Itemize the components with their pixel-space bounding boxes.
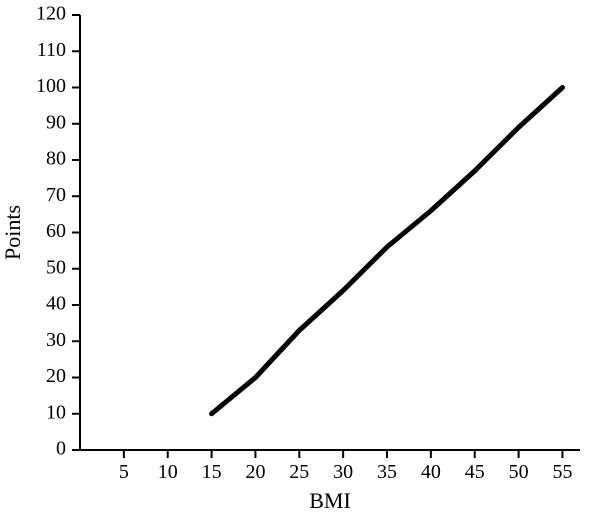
bmi-points-chart: 0 10 20 30 40 50 60 70 80 90 100 110 120 5 10 15 20 25 30 3…	[0, 0, 596, 528]
y-axis-title: Points	[0, 205, 25, 260]
x-tick-label: 5	[119, 461, 129, 483]
x-tick-label: 55	[552, 461, 572, 483]
y-tick-label: 60	[46, 220, 66, 242]
y-tick-label: 90	[46, 111, 66, 133]
x-tick-label: 10	[158, 461, 178, 483]
x-tick-label: 35	[377, 461, 397, 483]
x-tick-label: 50	[509, 461, 529, 483]
x-tick-label: 15	[202, 461, 222, 483]
y-tick-label: 100	[36, 75, 66, 97]
y-tick-label: 10	[46, 401, 66, 423]
y-tick-label: 0	[56, 438, 66, 460]
x-axis-title: BMI	[309, 488, 351, 513]
y-tick-label: 110	[37, 39, 66, 61]
x-tick-label: 25	[289, 461, 309, 483]
chart-svg: 0 10 20 30 40 50 60 70 80 90 100 110 120 5 10 15 20 25 30 3…	[0, 0, 596, 528]
y-tick-label: 30	[46, 329, 66, 351]
series-bmi-points	[212, 88, 563, 414]
x-tick-label: 20	[245, 461, 265, 483]
y-tick-label: 70	[46, 184, 66, 206]
y-tick-label: 40	[46, 293, 66, 315]
x-tick-label: 40	[421, 461, 441, 483]
y-tick-label: 20	[46, 365, 66, 387]
y-tick-label: 80	[46, 148, 66, 170]
axes	[80, 15, 580, 450]
y-tick-label: 120	[36, 3, 66, 25]
y-tick-label: 50	[46, 256, 66, 278]
x-tick-label: 30	[333, 461, 353, 483]
x-tick-label: 45	[465, 461, 485, 483]
